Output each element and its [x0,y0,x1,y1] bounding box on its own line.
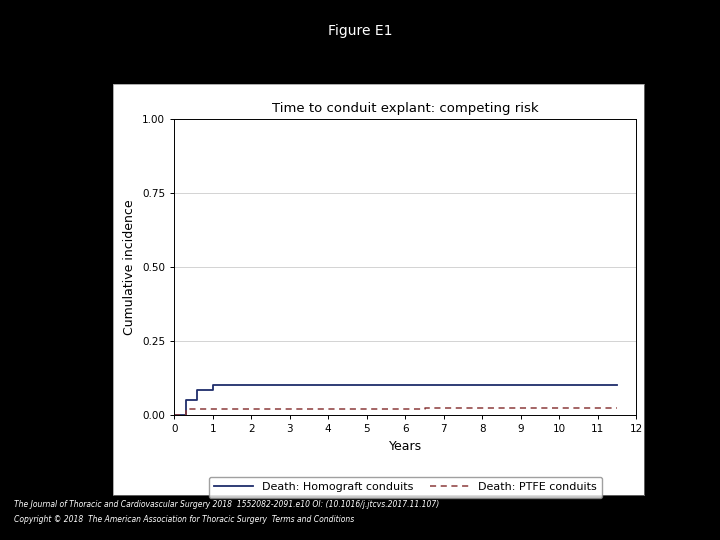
Title: Time to conduit explant: competing risk: Time to conduit explant: competing risk [272,102,539,114]
Text: Figure E1: Figure E1 [328,24,392,38]
Y-axis label: Cumulative incidence: Cumulative incidence [123,199,136,335]
Text: Copyright © 2018  The American Association for Thoracic Surgery  Terms and Condi: Copyright © 2018 The American Associatio… [14,515,355,524]
Legend: Death: Homograft conduits, Death: PTFE conduits: Death: Homograft conduits, Death: PTFE c… [209,477,602,498]
Text: The Journal of Thoracic and Cardiovascular Surgery 2018  1552082-2091.e10 OI: (1: The Journal of Thoracic and Cardiovascul… [14,500,440,509]
X-axis label: Years: Years [389,440,422,453]
